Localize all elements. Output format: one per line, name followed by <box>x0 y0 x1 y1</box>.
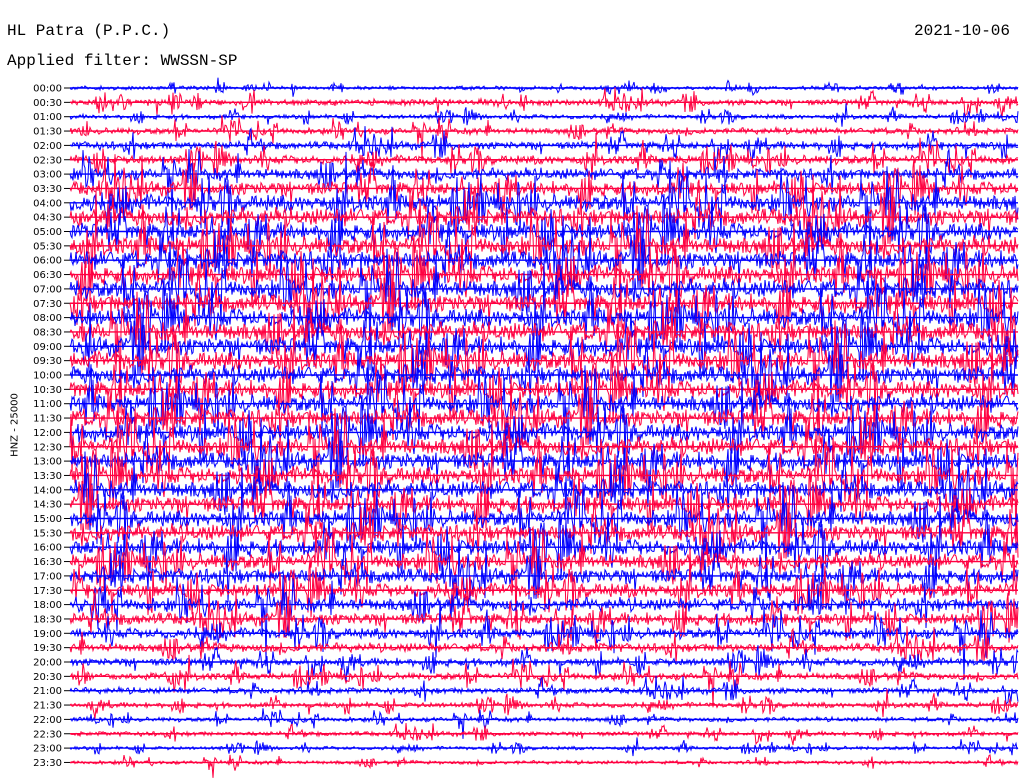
trace-row <box>69 521 1019 632</box>
row-time-label: 05:30 <box>33 241 62 252</box>
row-time-label: 17:00 <box>33 571 62 582</box>
row-time-label: 15:30 <box>33 528 62 539</box>
row-time-label: 02:00 <box>33 141 62 152</box>
trace-row <box>69 496 1019 591</box>
row-time-label: 22:30 <box>33 729 62 740</box>
row-time-label: 10:00 <box>33 371 62 382</box>
row-time-label: 21:00 <box>33 686 62 697</box>
row-time-label: 19:30 <box>33 643 62 654</box>
trace-row <box>69 645 1019 683</box>
station-title: HL Patra (P.P.C.) <box>7 22 171 40</box>
row-time-label: 15:00 <box>33 514 62 525</box>
trace-row <box>69 468 1019 548</box>
row-time-label: 06:30 <box>33 270 62 281</box>
trace-row <box>69 467 1019 593</box>
trace-row <box>69 103 1019 127</box>
trace-row <box>69 375 1019 464</box>
trace-row <box>69 418 1019 507</box>
trace-row <box>69 261 1019 360</box>
row-time-label: 01:30 <box>33 127 62 138</box>
trace-row <box>69 258 1019 352</box>
row-time-label: 16:00 <box>33 543 62 554</box>
row-time-label: 08:00 <box>33 313 62 324</box>
row-time-label: 06:00 <box>33 256 62 267</box>
row-time-label: 08:30 <box>33 327 62 338</box>
trace-row <box>69 539 1019 615</box>
row-time-label: 10:30 <box>33 385 62 396</box>
trace-row <box>69 675 1019 707</box>
row-time-label: 03:00 <box>33 170 62 181</box>
trace-row <box>69 688 1019 719</box>
trace-row <box>69 286 1019 414</box>
row-time-label: 09:30 <box>33 356 62 367</box>
row-time-label: 01:00 <box>33 112 62 123</box>
trace-row <box>69 601 1019 680</box>
trace-row <box>69 332 1019 407</box>
trace-row <box>69 574 1019 663</box>
trace-row <box>69 189 1019 328</box>
row-time-label: 03:30 <box>33 184 62 195</box>
row-time-label: 18:30 <box>33 614 62 625</box>
row-time-label: 07:00 <box>33 284 62 295</box>
row-time-label: 20:30 <box>33 672 62 683</box>
trace-row <box>69 654 1019 708</box>
row-time-label: 09:00 <box>33 342 62 353</box>
row-time-label: 02:30 <box>33 155 62 166</box>
filter-subtitle: Applied filter: WWSSN-SP <box>7 52 238 70</box>
row-time-label: 04:00 <box>33 198 62 209</box>
row-time-label: 23:00 <box>33 744 62 755</box>
row-time-label: 13:00 <box>33 457 62 468</box>
trace-row <box>69 754 1019 778</box>
row-time-label: 13:30 <box>33 471 62 482</box>
trace-row <box>69 77 1019 97</box>
row-time-label: 16:30 <box>33 557 62 568</box>
date-label: 2021-10-06 <box>913 22 1010 40</box>
trace-row <box>69 194 1019 278</box>
row-time-label: 14:30 <box>33 500 62 511</box>
row-time-label: 14:00 <box>33 485 62 496</box>
row-time-label: 20:00 <box>33 658 62 669</box>
row-time-label: 00:00 <box>33 84 62 95</box>
row-time-label: 00:30 <box>33 98 62 109</box>
row-time-label: 23:30 <box>33 758 62 769</box>
row-time-label: 17:30 <box>33 586 62 597</box>
row-time-label: 12:30 <box>33 442 62 453</box>
row-time-label: 21:30 <box>33 701 62 712</box>
trace-row <box>69 737 1019 757</box>
trace-row <box>69 335 1019 435</box>
row-time-label: 19:00 <box>33 629 62 640</box>
row-time-label: 11:00 <box>33 399 62 410</box>
trace-row <box>69 304 1019 442</box>
trace-row <box>69 359 1019 482</box>
trace-row <box>69 626 1019 664</box>
trace-row <box>69 547 1019 623</box>
row-time-label: 11:30 <box>33 414 62 425</box>
row-time-label: 07:30 <box>33 299 62 310</box>
trace-row <box>69 402 1019 525</box>
row-time-label: 22:00 <box>33 715 62 726</box>
row-time-label: 05:00 <box>33 227 62 238</box>
row-time-label: 04:30 <box>33 213 62 224</box>
trace-row <box>69 446 1019 531</box>
trace-row <box>69 115 1019 159</box>
row-time-label: 12:00 <box>33 428 62 439</box>
trace-row <box>69 174 1019 249</box>
row-time-label: 18:00 <box>33 600 62 611</box>
